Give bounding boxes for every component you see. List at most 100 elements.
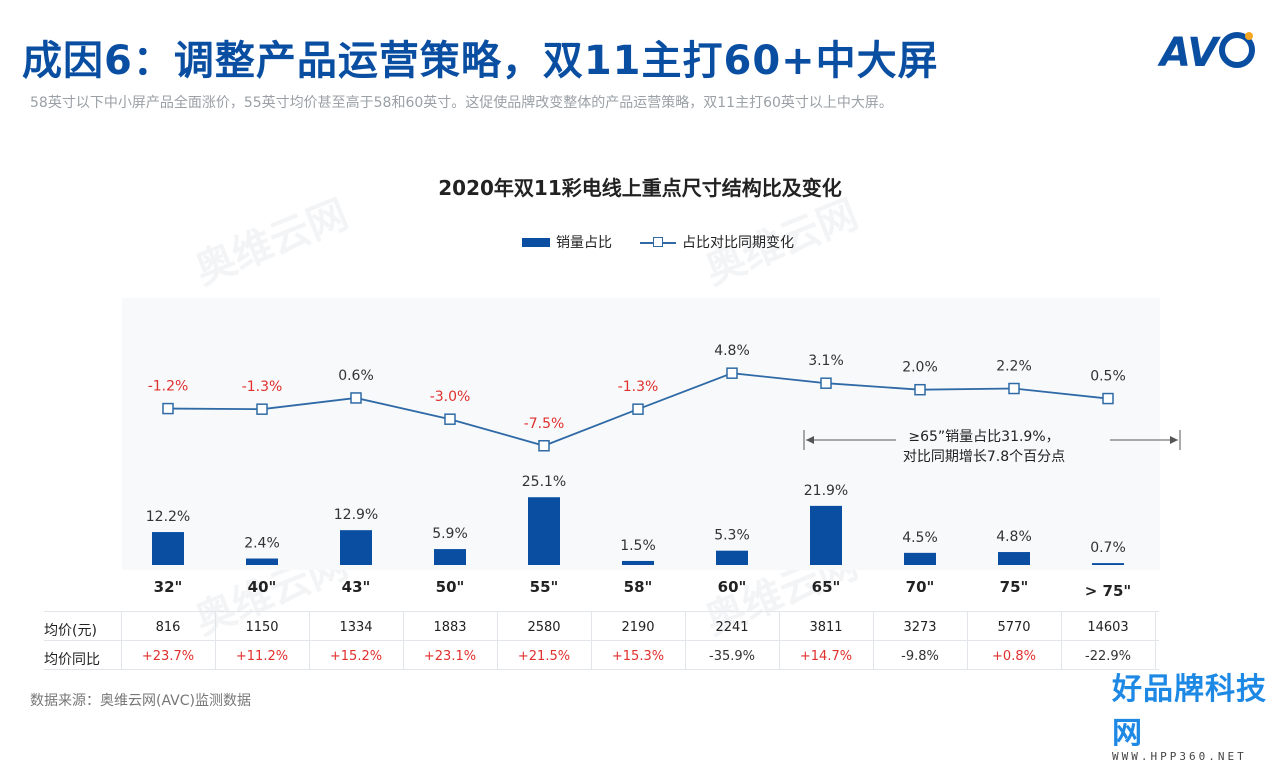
line-point bbox=[632, 403, 644, 415]
line-data-label: 2.2% bbox=[996, 359, 1032, 375]
table-column-separator bbox=[403, 611, 404, 669]
line-point bbox=[820, 377, 832, 389]
bar-data-label: 4.8% bbox=[996, 529, 1032, 545]
table-cell: -9.8% bbox=[901, 649, 939, 664]
annotation-arrowhead bbox=[1170, 436, 1178, 444]
table-column-separator bbox=[779, 611, 780, 669]
bar-data-label: 25.1% bbox=[522, 474, 566, 490]
table-cell: +0.8% bbox=[992, 649, 1036, 664]
bar bbox=[434, 549, 466, 565]
category-label: 32" bbox=[154, 578, 183, 596]
page-title: 成因6：调整产品运营策略，双11主打60+中大屏 bbox=[22, 38, 939, 84]
line-data-label: -1.3% bbox=[618, 379, 659, 395]
line-point bbox=[1008, 382, 1020, 395]
legend-label-bar: 销量占比 bbox=[556, 235, 612, 251]
bar bbox=[622, 560, 654, 565]
table-column-separator bbox=[967, 611, 968, 669]
site-badge: 好品牌科技网 WWW.HPP360.NET bbox=[1112, 664, 1280, 763]
category-label: 40" bbox=[248, 578, 277, 596]
table-cell: 1883 bbox=[433, 620, 467, 635]
category-label: 55" bbox=[530, 578, 559, 596]
bar-data-label: 0.7% bbox=[1090, 540, 1126, 556]
line-data-label: 0.5% bbox=[1090, 369, 1126, 385]
table-cell: +21.5% bbox=[517, 649, 571, 664]
table-cell: +11.2% bbox=[235, 649, 289, 664]
bar-data-label: 2.4% bbox=[244, 536, 280, 552]
page-subtitle: 58英寸以下中小屏产品全面涨价，55英寸均价甚至高于58和60英寸。这促使品牌改… bbox=[30, 95, 893, 111]
bar bbox=[904, 552, 936, 565]
chart-svg: 12.2% 2.4% 12.9% 5.9% 25.1% 1.5% 5.3% 21.9% 4.5%… bbox=[146, 343, 1181, 600]
line-point bbox=[256, 403, 268, 415]
plot-background bbox=[122, 298, 1160, 570]
bar-data-label: 4.5% bbox=[902, 530, 938, 546]
bar-data-label: 5.3% bbox=[714, 528, 750, 544]
bar-data-label: 21.9% bbox=[804, 483, 848, 499]
category-label: 50" bbox=[436, 578, 465, 596]
table-row-label: 均价同比 bbox=[44, 652, 100, 668]
table-column-separator bbox=[1061, 611, 1062, 669]
legend-label-line: 占比对比同期变化 bbox=[682, 235, 794, 251]
site-badge-title: 好品牌科技网 bbox=[1112, 672, 1267, 751]
line-data-label: 4.8% bbox=[714, 343, 750, 359]
table-divider bbox=[44, 640, 1159, 641]
bar bbox=[152, 532, 184, 565]
category-label: 58" bbox=[624, 578, 653, 596]
chart-legend: 销量占比 占比对比同期变化 bbox=[522, 232, 812, 252]
bar bbox=[716, 550, 748, 565]
table-cell: 5770 bbox=[997, 620, 1031, 635]
table-cell: +15.2% bbox=[329, 649, 383, 664]
line-data-label: 3.1% bbox=[808, 353, 844, 369]
bar-data-label: 5.9% bbox=[432, 526, 468, 542]
table-column-separator bbox=[1155, 611, 1156, 669]
table-cell: 1150 bbox=[245, 620, 279, 635]
line-point bbox=[162, 402, 174, 415]
table-column-separator bbox=[591, 611, 592, 669]
table-cell: +14.7% bbox=[799, 649, 853, 664]
table-cell: 1334 bbox=[339, 620, 373, 635]
table-cell: 3273 bbox=[903, 620, 937, 635]
line-data-label: 2.0% bbox=[902, 360, 938, 376]
table-cell: +23.1% bbox=[423, 649, 477, 664]
annotation-arrowhead bbox=[806, 436, 814, 444]
table-cell: 2241 bbox=[715, 620, 749, 635]
line-point bbox=[350, 392, 362, 404]
bar bbox=[810, 505, 842, 565]
bar bbox=[528, 497, 560, 565]
table-cell: +23.7% bbox=[141, 649, 195, 664]
category-label: 75" bbox=[1000, 578, 1029, 596]
legend-swatch-line bbox=[640, 237, 676, 247]
table-cell: 2190 bbox=[621, 620, 655, 635]
bar bbox=[998, 552, 1030, 565]
site-badge-url: WWW.HPP360.NET bbox=[1112, 750, 1247, 763]
table-column-separator bbox=[121, 611, 122, 669]
table-cell: 14603 bbox=[1087, 620, 1129, 635]
table-cell: 816 bbox=[155, 620, 181, 635]
table-column-separator bbox=[873, 611, 874, 669]
chart-title: 2020年双11彩电线上重点尺寸结构比及变化 bbox=[438, 176, 842, 200]
category-label: 60" bbox=[718, 578, 747, 596]
category-label: 70" bbox=[906, 578, 935, 596]
category-label: 43" bbox=[342, 578, 371, 596]
line-point bbox=[726, 367, 738, 379]
legend-item-bar: 销量占比 bbox=[522, 232, 612, 252]
table-row-label: 均价(元) bbox=[44, 623, 97, 639]
line-data-label: -3.0% bbox=[430, 389, 471, 405]
avc-logo: AV bbox=[1160, 30, 1256, 76]
line-data-label: -7.5% bbox=[524, 416, 565, 432]
table-column-separator bbox=[215, 611, 216, 669]
line-point bbox=[444, 413, 456, 425]
table-cell: 3811 bbox=[809, 620, 843, 635]
data-source: 数据来源：奥维云网(AVC)监测数据 bbox=[30, 693, 251, 709]
table-column-separator bbox=[685, 611, 686, 669]
bar-data-label: 1.5% bbox=[620, 538, 656, 554]
category-label: 65" bbox=[812, 578, 841, 596]
line-data-label: -1.2% bbox=[148, 379, 189, 395]
table-divider bbox=[44, 669, 1159, 670]
bar bbox=[340, 530, 372, 565]
line-point bbox=[1102, 392, 1114, 405]
table-column-separator bbox=[309, 611, 310, 669]
table-cell: +15.3% bbox=[611, 649, 665, 664]
table-cell: -22.9% bbox=[1085, 649, 1131, 664]
legend-swatch-bar bbox=[522, 237, 550, 247]
line-data-label: -1.3% bbox=[242, 379, 283, 395]
